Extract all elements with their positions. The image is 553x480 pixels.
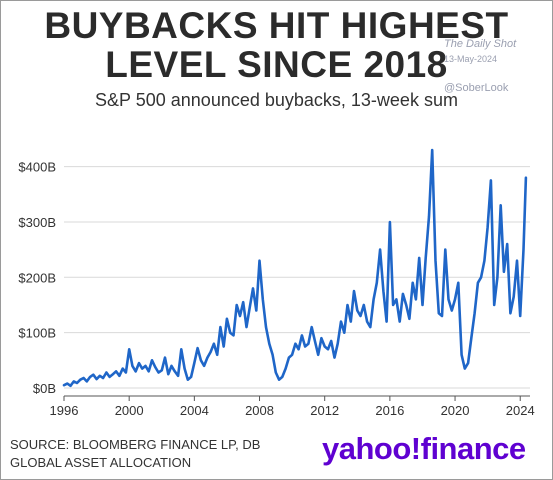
y-tick-label: $0B — [33, 381, 56, 396]
chart-subtitle: S&P 500 announced buybacks, 13-week sum — [95, 90, 458, 110]
logo-yahoo-text: yahoo — [322, 431, 411, 466]
x-tick-label: 2012 — [310, 403, 339, 418]
x-tick-label: 2004 — [180, 403, 209, 418]
source-line-2: GLOBAL ASSET ALLOCATION — [10, 455, 192, 470]
y-tick-label: $300B — [18, 215, 56, 230]
y-tick-label: $100B — [18, 326, 56, 341]
x-tick-label: 2000 — [115, 403, 144, 418]
watermark-date: 13-May-2024 — [444, 54, 498, 64]
x-tick-label: 2008 — [245, 403, 274, 418]
source-note: SOURCE: BLOOMBERG FINANCE LP, DB GLOBAL … — [10, 436, 310, 472]
chart-title-line-2: LEVEL SINCE 2018 — [105, 44, 448, 85]
source-line-1: SOURCE: BLOOMBERG FINANCE LP, DB — [10, 437, 261, 452]
yahoo-finance-logo: yahoo!finance — [322, 431, 526, 467]
x-tick-label: 2020 — [441, 403, 470, 418]
x-tick-label: 1996 — [50, 403, 79, 418]
series-line-0 — [62, 148, 528, 388]
y-tick-label: $200B — [18, 270, 56, 285]
chart-title-line-1: BUYBACKS HIT HIGHEST — [44, 5, 509, 46]
y-tick-label: $400B — [18, 160, 56, 175]
logo-finance-text: finance — [420, 431, 527, 466]
x-tick-label: 2024 — [506, 403, 535, 418]
watermark-handle: @SoberLook — [444, 82, 509, 94]
watermark-source-name: The Daily Shot — [444, 38, 517, 50]
logo-bang-text: ! — [410, 431, 421, 466]
x-tick-label: 2016 — [375, 403, 404, 418]
